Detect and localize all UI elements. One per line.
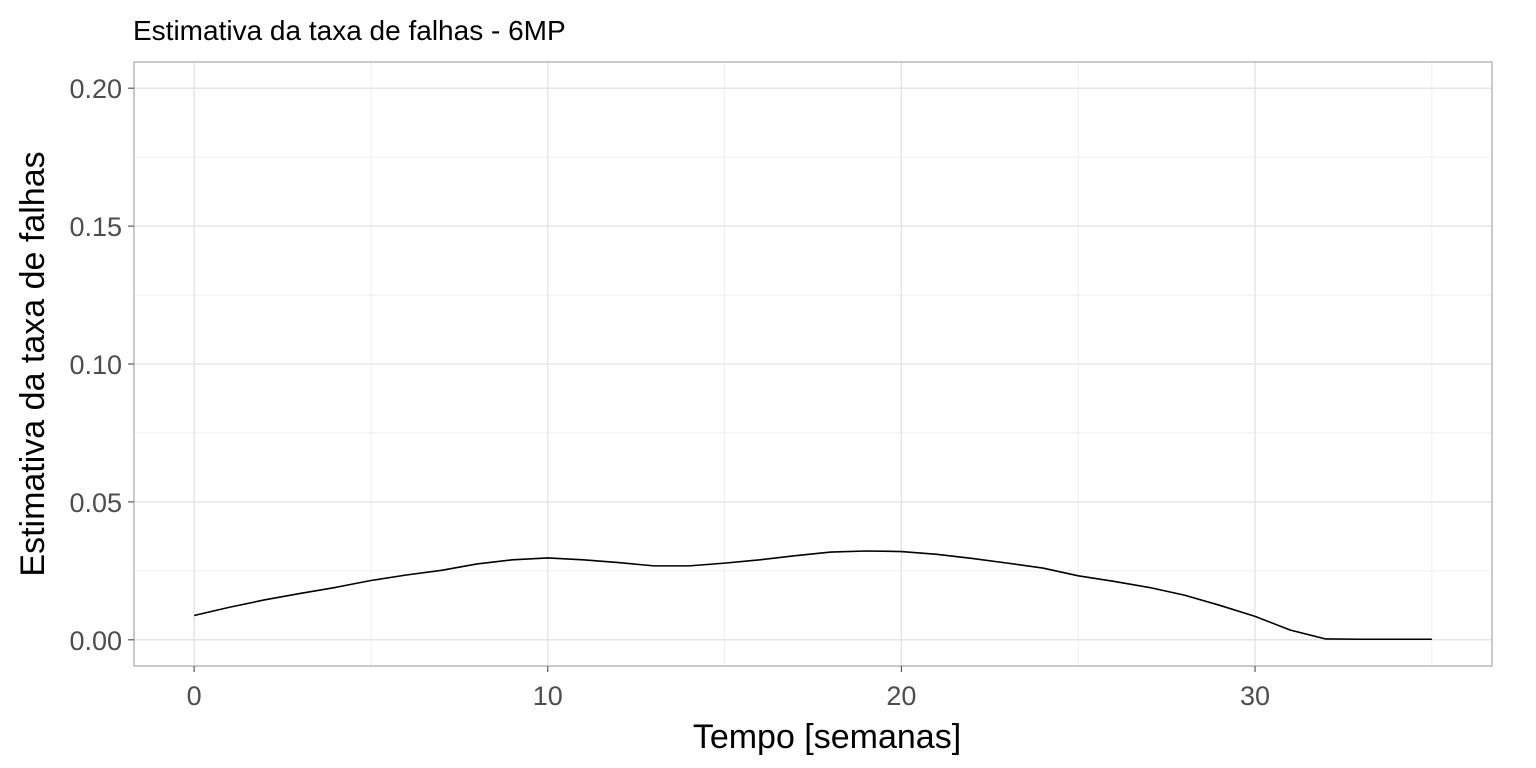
x-tick-label: 0 xyxy=(187,681,202,711)
y-tick-label: 0.10 xyxy=(69,350,122,380)
hazard-rate-line xyxy=(193,550,1432,641)
y-tick-label: 0.15 xyxy=(69,212,122,242)
y-tick-label: 0.00 xyxy=(69,626,122,656)
chart-title: Estimativa da taxa de falhas - 6MP xyxy=(133,15,566,46)
grid xyxy=(134,62,1492,666)
ticks-group: 0 10 20 30 0.00 0.05 0.10 0.15 0.20 xyxy=(69,74,1270,711)
y-tick-label: 0.20 xyxy=(69,74,122,104)
y-axis-title: Estimativa da taxa de falhas xyxy=(14,151,52,576)
x-tick-label: 10 xyxy=(533,681,563,711)
x-tick-label: 20 xyxy=(886,681,916,711)
y-tick-label: 0.05 xyxy=(69,488,122,518)
series-group xyxy=(193,550,1432,641)
x-axis-title: Tempo [semanas] xyxy=(693,718,961,756)
x-tick-label: 30 xyxy=(1240,681,1270,711)
